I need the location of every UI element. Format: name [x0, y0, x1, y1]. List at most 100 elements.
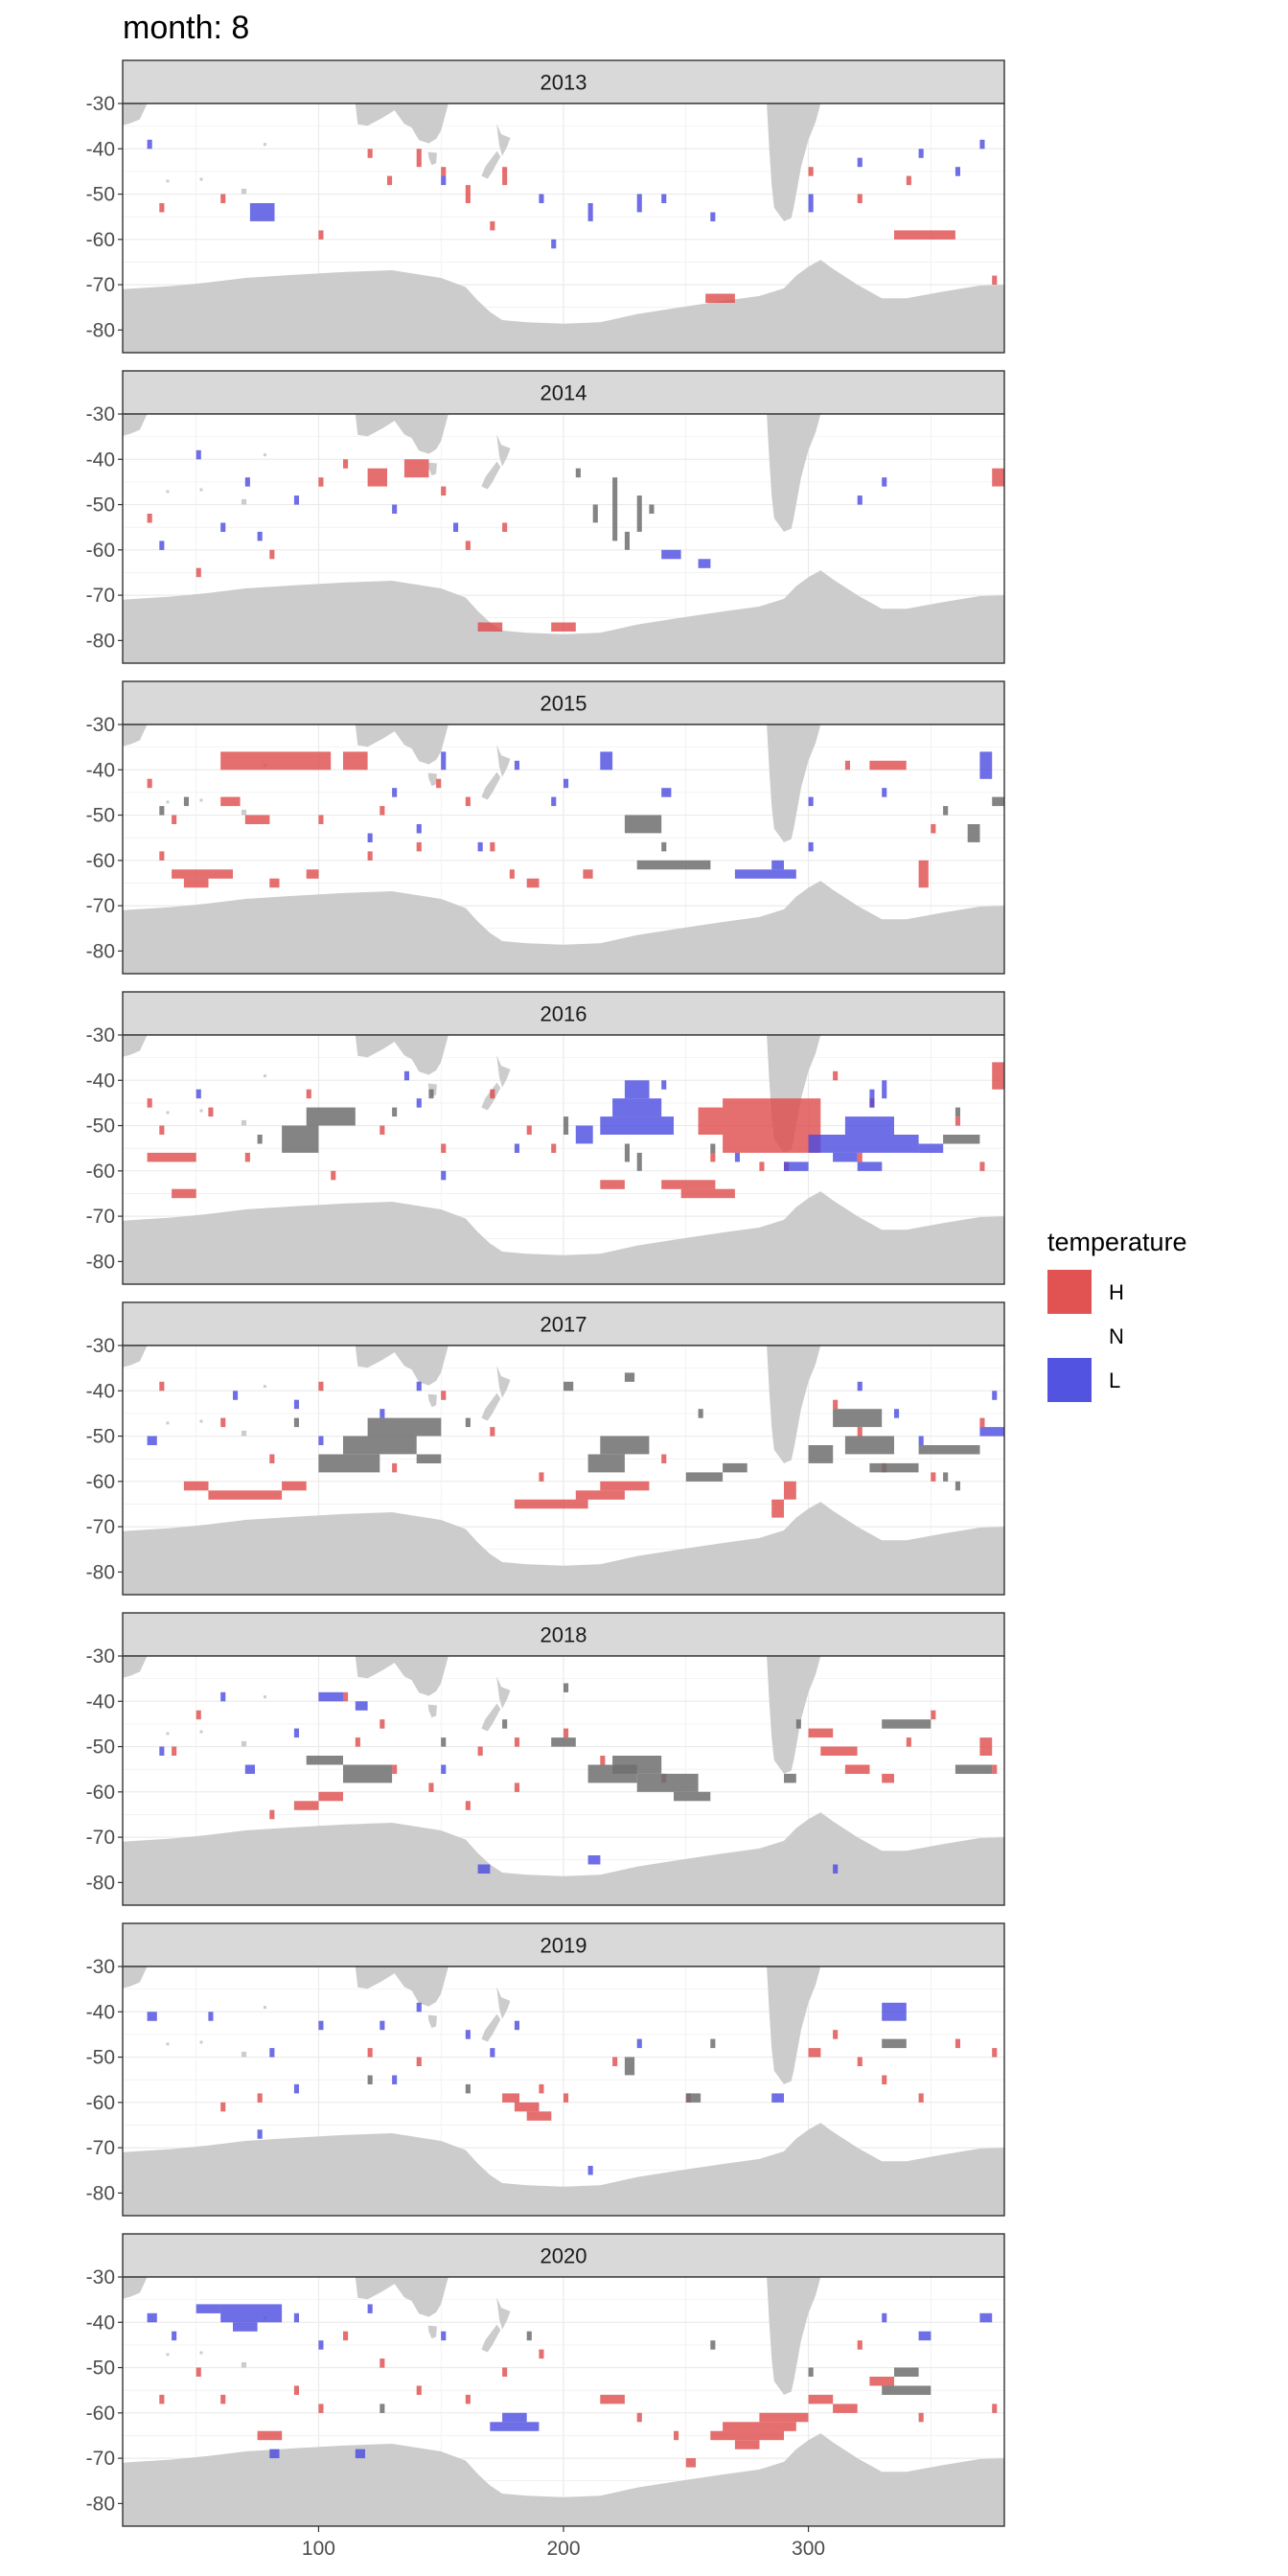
heatmap-cell-L [441, 2331, 447, 2341]
heatmap-cell-L [734, 869, 796, 879]
heatmap-cell-H [600, 1481, 650, 1491]
heatmap-cell-H [441, 1143, 447, 1153]
land-mask [123, 1966, 1004, 2216]
heatmap-cell-H [918, 2412, 924, 2423]
heatmap-cell-H [343, 1691, 349, 1702]
legend-label-L: L [1109, 1368, 1120, 1392]
island-landmass [263, 453, 266, 457]
heatmap-cell-L [380, 1409, 385, 1418]
heatmap-cell-N [282, 1125, 319, 1153]
heatmap-cell-H [992, 468, 1004, 487]
heatmap-cell-H [416, 149, 422, 168]
heatmap-cell-N [564, 1683, 569, 1692]
facet-strip [122, 1301, 1005, 1346]
y-tick-label: -80 [86, 319, 115, 341]
heatmap-cell-L [833, 1152, 858, 1162]
antarctica-landmass [123, 2433, 1004, 2526]
heatmap-cell-H [208, 1107, 214, 1117]
tasmania-landmass [427, 151, 437, 166]
heatmap-cell-L [367, 833, 373, 842]
facet-panel-2014: 2014 -30 -40 -50 -60 -70 -80 [86, 370, 1005, 664]
heatmap-cell-H [159, 851, 165, 861]
new-zealand-north-landmass [496, 1055, 511, 1088]
africa-landmass [123, 1346, 148, 1368]
heatmap-cell-H [723, 2422, 796, 2431]
heatmap-cell-L [857, 157, 862, 168]
heatmap-cell-N [710, 2038, 716, 2049]
island-landmass [263, 1074, 266, 1078]
kerguelen-landmass [241, 809, 247, 816]
heatmap-cell-H [710, 2430, 784, 2441]
heatmap-cell-L [979, 751, 993, 779]
heatmap-cell-H [172, 1746, 177, 1756]
heatmap-cell-N [416, 1454, 442, 1463]
heatmap-cells [147, 751, 1004, 888]
heatmap-cell-H [931, 824, 936, 834]
heatmap-cell-N [592, 504, 598, 523]
kerguelen-landmass [241, 2051, 247, 2058]
heatmap-cell-L [269, 2048, 275, 2058]
y-tick-label: -80 [86, 2493, 115, 2515]
heatmap-cell-N [624, 2057, 635, 2076]
island-landmass [166, 179, 170, 183]
heatmap-cell-N [624, 815, 662, 834]
chart-title: month: 8 [123, 10, 249, 46]
heatmap-cell-L [147, 2012, 157, 2021]
heatmap-cell-N [967, 824, 980, 842]
kerguelen-landmass [241, 1740, 247, 1747]
land-mask [123, 1035, 1004, 1284]
panel-border [122, 1966, 1005, 2217]
island-landmass [166, 490, 170, 494]
new-zealand-south-landmass [481, 2013, 501, 2042]
heatmap-cell-H [514, 1499, 588, 1509]
x-tick-label: 200 [546, 2538, 580, 2560]
heatmap-cell-H [318, 477, 324, 487]
heatmap-cell-H [674, 2430, 679, 2441]
island-landmass [199, 1109, 203, 1113]
heatmap-cell-H [539, 2349, 544, 2359]
africa-landmass [123, 1966, 148, 1989]
heatmap-cell-H [343, 2331, 349, 2341]
heatmap-cell-H [931, 1710, 936, 1720]
heatmap-cell-N [795, 1719, 801, 1729]
heatmap-cell-H [392, 1764, 398, 1774]
heatmap-cells [147, 1372, 1004, 1518]
heatmap-cell-L [734, 1152, 740, 1162]
y-tick-label: -30 [86, 403, 115, 426]
heatmap-cell-H [416, 2385, 422, 2395]
heatmap-cell-H [367, 149, 373, 158]
heatmap-cell-H [331, 1170, 336, 1181]
y-tick-label: -40 [86, 1380, 115, 1402]
heatmap-cell-L [392, 2075, 398, 2084]
heatmap-cell-H [159, 203, 165, 213]
heatmap-cell-L [954, 167, 960, 176]
heatmap-cell-L [698, 559, 711, 568]
heatmap-cell-H [318, 2404, 324, 2413]
land-mask [123, 1346, 1004, 1595]
heatmap-cell-H [318, 1381, 324, 1392]
y-tick-label: -60 [86, 2092, 115, 2114]
island-landmass [199, 1419, 203, 1423]
island-landmass [166, 1732, 170, 1736]
heatmap-cell-L [269, 2449, 280, 2459]
africa-landmass [123, 1656, 148, 1678]
heatmap-cell-H [857, 2340, 862, 2350]
heatmap-cell-N [502, 1719, 508, 1729]
heatmap-cell-L [882, 1080, 887, 1099]
heatmap-cell-L [771, 860, 784, 870]
heatmap-cell-N [367, 1417, 442, 1437]
africa-landmass [123, 2277, 148, 2299]
heatmap-cell-N [674, 1791, 711, 1802]
heatmap-cell-L [318, 1436, 324, 1445]
new-zealand-north-landmass [496, 124, 511, 156]
kerguelen-landmass [241, 188, 247, 195]
heatmap-cell-L [220, 1691, 226, 1702]
heatmap-cell-N [575, 468, 581, 478]
heatmap-cell-H [705, 293, 735, 303]
heatmap-cell-N [587, 1454, 625, 1473]
heatmap-cell-H [220, 194, 226, 203]
heatmap-cell-H [293, 2385, 299, 2395]
heatmap-cell-N [954, 1764, 993, 1774]
heatmap-cell-H [465, 796, 471, 807]
heatmap-cell-H [992, 2048, 998, 2058]
